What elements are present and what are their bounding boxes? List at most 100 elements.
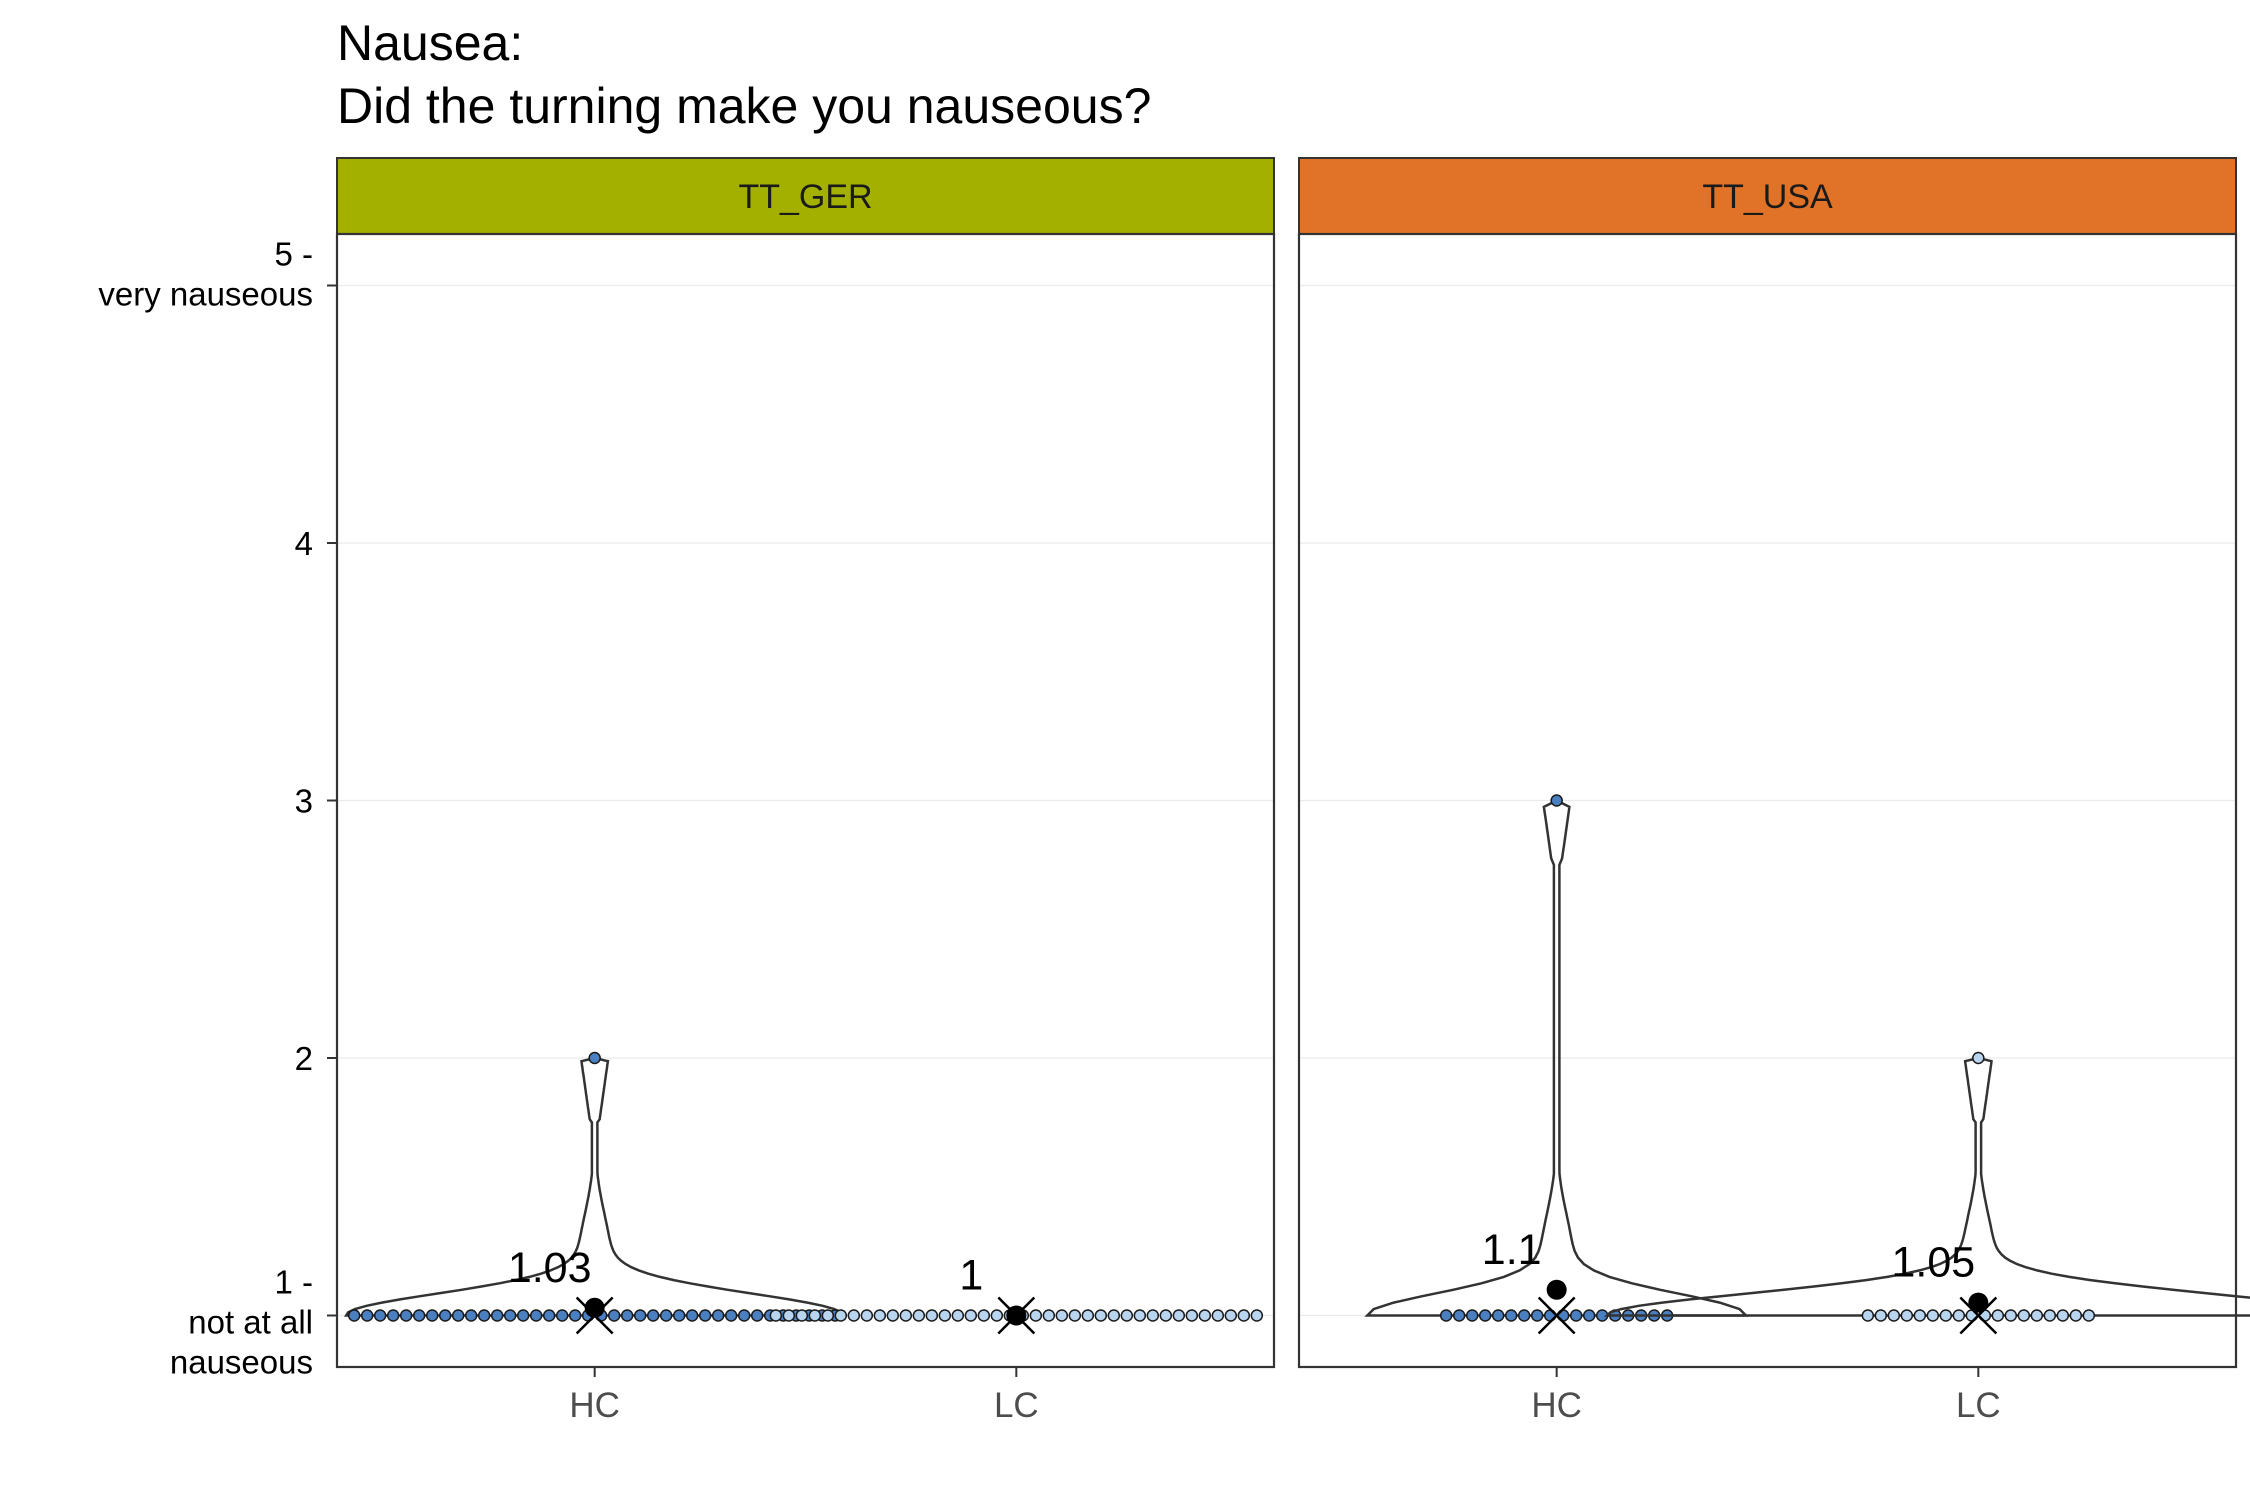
data-dot bbox=[821, 1309, 835, 1322]
data-dot bbox=[1133, 1309, 1147, 1322]
data-dot bbox=[412, 1309, 426, 1322]
data-dot bbox=[834, 1309, 848, 1322]
data-dot bbox=[620, 1309, 634, 1322]
data-dot bbox=[1029, 1309, 1043, 1322]
facet-panel-tt_ger: TT_GER 1.03 HC 1 LC bbox=[335, 157, 1276, 1425]
mean-point bbox=[1968, 1292, 1989, 1313]
data-dot bbox=[1081, 1309, 1095, 1322]
chart-title-line-1: Nausea: bbox=[337, 15, 523, 71]
data-dot bbox=[633, 1309, 647, 1322]
violin-outline bbox=[1603, 1056, 2250, 1317]
data-dot bbox=[1504, 1309, 1518, 1322]
data-dot bbox=[464, 1309, 478, 1322]
data-dot bbox=[1237, 1309, 1251, 1322]
data-dot bbox=[1991, 1309, 2005, 1322]
data-dot bbox=[1198, 1309, 1212, 1322]
data-dot bbox=[1068, 1309, 1082, 1322]
data-dot bbox=[672, 1309, 686, 1322]
data-dot bbox=[1107, 1309, 1121, 1322]
data-dot bbox=[1939, 1309, 1953, 1322]
facet-strip-label: TT_USA bbox=[1702, 178, 1833, 216]
y-tick-label: 3 bbox=[295, 783, 313, 820]
data-dot bbox=[795, 1309, 809, 1322]
data-dot bbox=[373, 1309, 387, 1322]
data-dot bbox=[588, 1051, 601, 1065]
mean-label: 1.1 bbox=[1482, 1226, 1542, 1274]
data-dot bbox=[1517, 1309, 1531, 1322]
panel-border bbox=[1297, 232, 2238, 1369]
data-dot bbox=[1550, 794, 1563, 807]
data-dot bbox=[1055, 1309, 1069, 1322]
data-dot bbox=[724, 1309, 738, 1322]
data-dot bbox=[1913, 1309, 1927, 1322]
data-dot bbox=[1094, 1309, 1108, 1322]
data-dot bbox=[2017, 1309, 2031, 1322]
median-cross bbox=[1959, 1296, 1998, 1335]
data-dot bbox=[347, 1309, 361, 1322]
data-dot bbox=[1146, 1309, 1160, 1322]
data-dot bbox=[886, 1309, 900, 1322]
data-dot bbox=[646, 1309, 660, 1322]
data-dot bbox=[1042, 1309, 1056, 1322]
mean-label: 1.05 bbox=[1891, 1239, 1975, 1287]
data-dot bbox=[659, 1309, 673, 1322]
facet-panel-tt_usa: TT_USA 1.1 HC 1.05 LC bbox=[1297, 157, 2250, 1425]
data-dot bbox=[1478, 1309, 1492, 1322]
data-dot bbox=[925, 1309, 939, 1322]
data-dot bbox=[425, 1309, 439, 1322]
data-dot bbox=[1120, 1309, 1134, 1322]
data-dot bbox=[938, 1309, 952, 1322]
y-tick-label: nauseous bbox=[170, 1344, 313, 1381]
data-dot bbox=[1250, 1309, 1264, 1322]
data-dot bbox=[737, 1309, 751, 1322]
group-lc: 1.05 bbox=[1603, 1051, 2250, 1335]
violin-outline bbox=[344, 1056, 846, 1317]
data-dot bbox=[685, 1309, 699, 1322]
data-dot bbox=[782, 1309, 796, 1322]
data-dot bbox=[1530, 1309, 1544, 1322]
y-tick-label: 1 - bbox=[274, 1264, 313, 1301]
data-dot bbox=[769, 1309, 783, 1322]
data-dot bbox=[2056, 1309, 2070, 1322]
group-lc: 1 bbox=[769, 1252, 1264, 1335]
data-dot bbox=[711, 1309, 725, 1322]
data-dot bbox=[1582, 1309, 1596, 1322]
data-dot bbox=[977, 1309, 991, 1322]
data-dot bbox=[1887, 1309, 1901, 1322]
mean-point bbox=[584, 1297, 605, 1318]
data-dot bbox=[2082, 1309, 2096, 1322]
data-dot bbox=[899, 1309, 913, 1322]
y-tick-label: 5 - bbox=[274, 236, 313, 273]
data-dot bbox=[607, 1309, 621, 1322]
data-dot bbox=[964, 1309, 978, 1322]
group-hc: 1.03 bbox=[344, 1051, 846, 1335]
chart-title-line-2: Did the turning make you nauseous? bbox=[337, 78, 1151, 134]
data-dot bbox=[516, 1309, 530, 1322]
violin-outline bbox=[1364, 799, 1750, 1317]
x-tick-label: LC bbox=[1956, 1386, 2001, 1425]
y-tick-label: 4 bbox=[295, 525, 313, 562]
x-tick-label: HC bbox=[1531, 1386, 1582, 1425]
data-dot bbox=[1874, 1309, 1888, 1322]
data-dot bbox=[1900, 1309, 1914, 1322]
data-dot bbox=[1224, 1309, 1238, 1322]
mean-label: 1 bbox=[959, 1252, 983, 1300]
data-dot bbox=[1926, 1309, 1940, 1322]
data-dot bbox=[750, 1309, 764, 1322]
y-tick-label: 2 bbox=[295, 1040, 313, 1077]
data-dot bbox=[1465, 1309, 1479, 1322]
data-dot bbox=[990, 1309, 1004, 1322]
data-dot bbox=[451, 1309, 465, 1322]
data-dot bbox=[2030, 1309, 2044, 1322]
mean-point bbox=[1546, 1279, 1567, 1300]
facet-strip bbox=[1298, 157, 2237, 235]
data-dot bbox=[1172, 1309, 1186, 1322]
median-cross bbox=[1537, 1296, 1576, 1335]
panel-border bbox=[335, 232, 1276, 1369]
data-dot bbox=[951, 1309, 965, 1322]
data-dot bbox=[1972, 1051, 1985, 1065]
facet-strip-label: TT_GER bbox=[738, 178, 872, 216]
data-dot bbox=[873, 1309, 887, 1322]
data-dot bbox=[490, 1309, 504, 1322]
